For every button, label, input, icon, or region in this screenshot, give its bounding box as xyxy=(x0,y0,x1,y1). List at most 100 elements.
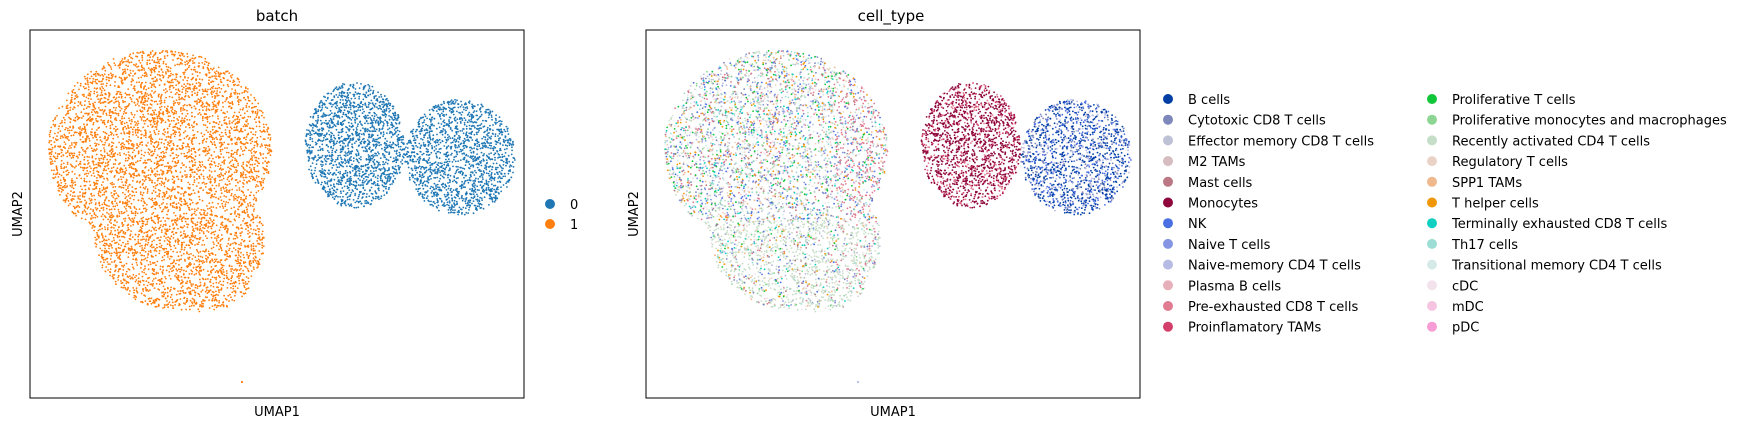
batch-point xyxy=(152,145,155,148)
batch-point xyxy=(206,192,209,195)
batch-point xyxy=(61,120,63,122)
batch-point xyxy=(126,199,129,202)
batch-point xyxy=(269,133,271,136)
batch-point xyxy=(197,243,200,246)
batch-point xyxy=(178,303,181,305)
batch-point xyxy=(180,308,183,311)
batch-point xyxy=(252,245,255,248)
batch-point xyxy=(210,81,213,83)
batch-point xyxy=(64,178,66,181)
batch-point xyxy=(99,99,101,102)
batch-point xyxy=(179,133,182,136)
batch-point xyxy=(180,266,183,269)
batch-point xyxy=(176,185,179,188)
batch-point xyxy=(242,166,245,169)
batch-point xyxy=(180,52,183,55)
batch-point xyxy=(123,122,126,125)
batch-point xyxy=(254,99,257,102)
batch-point xyxy=(136,291,139,294)
batch-point xyxy=(246,267,249,270)
batch-point xyxy=(215,70,218,72)
batch-point xyxy=(209,196,212,199)
batch-point xyxy=(247,115,250,118)
batch-point xyxy=(262,153,265,155)
batch-point xyxy=(169,196,172,199)
batch-point xyxy=(182,273,185,276)
batch-point xyxy=(217,123,220,126)
batch-point xyxy=(100,149,102,152)
batch-point xyxy=(123,152,125,155)
batch-point xyxy=(135,170,138,172)
batch-point xyxy=(60,151,63,154)
batch-point xyxy=(73,98,76,100)
batch-point xyxy=(134,89,136,92)
batch-point xyxy=(94,157,97,160)
batch-point xyxy=(147,264,150,266)
batch-point xyxy=(128,183,131,186)
batch-point xyxy=(149,245,152,248)
batch-point xyxy=(246,253,249,256)
batch-point xyxy=(103,89,106,92)
batch-point xyxy=(102,143,104,146)
batch-point xyxy=(179,75,182,78)
batch-point xyxy=(188,209,191,212)
batch-point xyxy=(139,228,142,231)
batch-point xyxy=(138,81,141,84)
batch-point xyxy=(206,212,209,215)
batch-point xyxy=(131,236,134,239)
batch-point xyxy=(149,289,151,292)
batch-point xyxy=(226,83,229,86)
batch-point xyxy=(235,169,237,171)
batch-point xyxy=(229,126,232,129)
batch-point xyxy=(117,243,120,246)
batch-point xyxy=(206,118,209,121)
batch-point xyxy=(63,167,65,170)
batch-point xyxy=(147,67,150,69)
batch-point xyxy=(169,268,172,270)
batch-point xyxy=(231,121,234,124)
batch-point xyxy=(110,149,113,152)
batch-point xyxy=(130,98,133,101)
batch-point xyxy=(73,102,76,105)
batch-point xyxy=(140,199,143,202)
batch-point xyxy=(227,239,230,241)
batch-point xyxy=(72,165,74,168)
batch-point xyxy=(238,130,241,133)
batch-point xyxy=(207,145,210,148)
batch-point xyxy=(97,163,100,166)
batch-point xyxy=(207,152,210,155)
batch-point xyxy=(124,56,126,59)
batch-point xyxy=(198,195,201,198)
batch-point xyxy=(197,258,200,261)
batch-point xyxy=(220,80,222,83)
batch-point xyxy=(79,166,82,169)
batch-point xyxy=(253,168,256,171)
batch-point xyxy=(83,87,86,90)
batch-point xyxy=(132,221,135,224)
batch-point xyxy=(134,211,137,213)
batch-point xyxy=(237,100,239,103)
batch-point xyxy=(211,223,214,226)
batch-point xyxy=(101,175,104,178)
batch-point xyxy=(217,294,220,296)
batch-point xyxy=(215,122,217,124)
batch-point xyxy=(85,167,88,169)
batch-point xyxy=(215,277,217,279)
batch-point xyxy=(119,247,121,250)
batch-point xyxy=(169,278,172,280)
batch-point xyxy=(236,129,239,132)
batch-point xyxy=(107,91,110,94)
batch-point xyxy=(88,165,91,168)
batch-point xyxy=(253,154,255,157)
batch-point xyxy=(147,281,150,284)
batch-point xyxy=(133,172,136,175)
batch-point xyxy=(72,134,75,137)
batch-point xyxy=(138,95,141,98)
batch-point xyxy=(174,78,176,81)
batch-point xyxy=(175,110,178,113)
batch-point xyxy=(93,175,96,178)
batch-point xyxy=(137,277,140,280)
batch-point xyxy=(215,196,217,199)
batch-point xyxy=(114,125,117,128)
batch-point xyxy=(142,96,145,98)
